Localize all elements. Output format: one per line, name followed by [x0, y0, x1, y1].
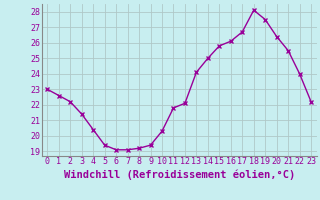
- X-axis label: Windchill (Refroidissement éolien,°C): Windchill (Refroidissement éolien,°C): [64, 169, 295, 180]
